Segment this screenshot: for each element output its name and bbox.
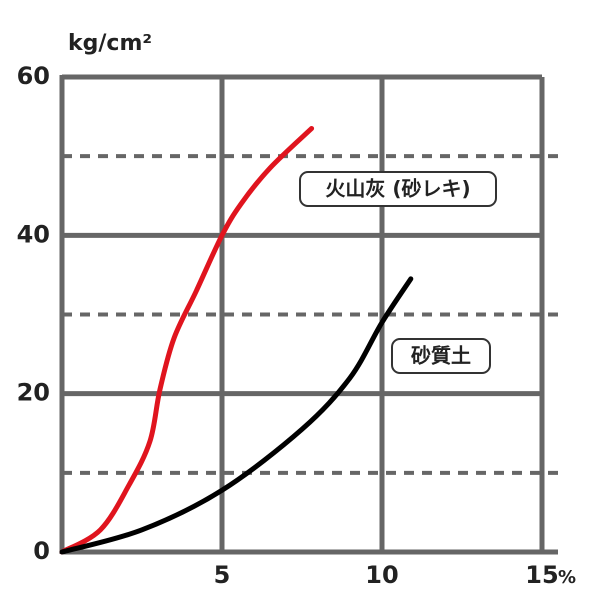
y-tick-label: 20 [17,379,50,407]
series-label-box [299,171,497,207]
series-label: 砂質土 [411,344,471,368]
y-tick-label: 40 [17,220,50,248]
data-line [59,276,414,555]
x-tick-label: 5 [214,561,231,589]
y-tick-label: 60 [17,62,50,90]
y-axis-label: kg/cm² [68,31,152,56]
y-tick-label: 0 [33,537,50,565]
x-tick-label: 15 [525,561,558,589]
x-axis-unit: % [558,567,576,588]
series-label: 火山灰 (砂レキ) [325,177,470,201]
series-label-box [391,338,491,374]
x-tick-label: 10 [365,561,398,589]
data-line [59,125,315,555]
